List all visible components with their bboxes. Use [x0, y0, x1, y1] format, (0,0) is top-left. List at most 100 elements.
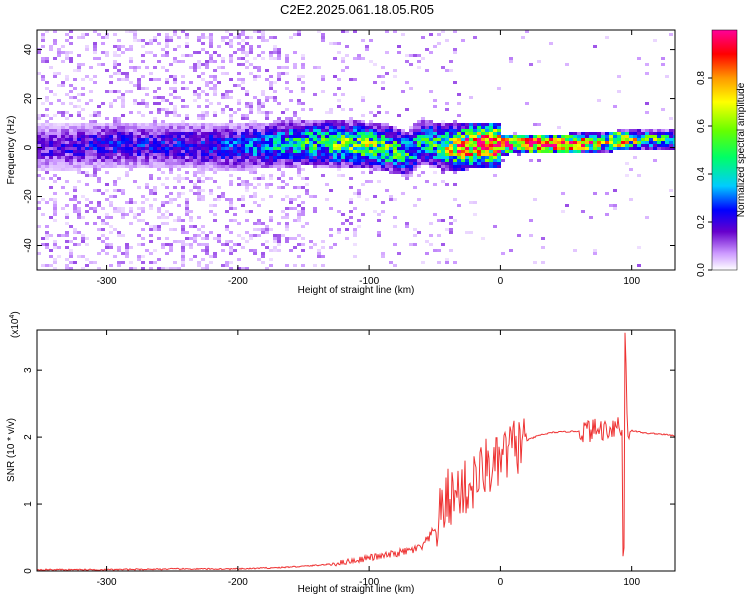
spectrogram-cell [117, 45, 121, 48]
spectrogram-cell [233, 123, 237, 126]
spectrogram-cell [61, 144, 65, 147]
spectrogram-cell [281, 159, 285, 162]
spectrogram-cell [221, 36, 225, 39]
spectrogram-cell [609, 141, 613, 144]
spectrogram-cell [201, 90, 205, 93]
spectrogram-cell [257, 234, 261, 237]
spectrogram-cell [129, 162, 133, 165]
spectrogram-cell [121, 105, 125, 108]
spectrogram-cell [401, 162, 405, 165]
spectrogram-cell [101, 36, 105, 39]
spectrogram-cell [333, 120, 337, 123]
spectrogram-cell [93, 126, 97, 129]
spectrogram-cell [149, 165, 153, 168]
spectrogram-cell [353, 159, 357, 162]
spectrogram-cell [53, 243, 57, 246]
spectrogram-cell [389, 135, 393, 138]
spectrogram-cell [261, 105, 265, 108]
spectrogram-cell [393, 141, 397, 144]
spectrogram-cell [133, 132, 137, 135]
spectrogram-cell [241, 57, 245, 60]
spectrogram-cell [629, 135, 633, 138]
spectrogram-cell [213, 180, 217, 183]
colorbar-gradient [711, 29, 738, 271]
spectrogram-cell [181, 129, 185, 132]
spectrogram-cell [417, 147, 421, 150]
spectrogram-cell [381, 201, 385, 204]
spectrogram-cell [89, 141, 93, 144]
spectrogram-cell [57, 84, 61, 87]
spectrogram-cell [221, 159, 225, 162]
spectrogram-cell [173, 156, 177, 159]
spectrogram-cell [445, 153, 449, 156]
spectrogram-cell [565, 147, 569, 150]
spectrogram-cell [117, 48, 121, 51]
spectrogram-cell [65, 222, 69, 225]
spectrogram-cell [65, 135, 69, 138]
spectrogram-cell [117, 249, 121, 252]
spectrogram-cell [253, 96, 257, 99]
spectrogram-cell [73, 150, 77, 153]
spectrogram-cell [377, 156, 381, 159]
spectrogram-cell [345, 120, 349, 123]
spectrogram-cell [389, 147, 393, 150]
spectrogram-cell [141, 210, 145, 213]
spectrogram-cell [445, 39, 449, 42]
spectrogram-cell [169, 201, 173, 204]
spectrogram-cell [541, 147, 545, 150]
spectrogram-cell [285, 147, 289, 150]
spectrogram-cell [101, 234, 105, 237]
spectrogram-cell [205, 138, 209, 141]
spectrogram-cell [449, 231, 453, 234]
spectrogram-cell [177, 204, 181, 207]
spectrogram-cell [149, 126, 153, 129]
spectrogram-cell [201, 150, 205, 153]
spectrogram-cell [289, 147, 293, 150]
spectrogram-cell [145, 93, 149, 96]
spectrogram-cell [465, 162, 469, 165]
spectrogram-cell [69, 255, 73, 258]
spectrogram-cell [69, 30, 73, 33]
spectrogram-cell [97, 141, 101, 144]
spectrogram-cell [245, 135, 249, 138]
spectrogram-cell [301, 57, 305, 60]
spectrogram-cell [297, 132, 301, 135]
spectrogram-cell [369, 123, 373, 126]
spectrogram-cell [297, 213, 301, 216]
spectrogram-cell [181, 228, 185, 231]
spectrogram-cell [41, 177, 45, 180]
spectrogram-cell [209, 123, 213, 126]
spectrogram-cell [137, 156, 141, 159]
spectrogram-cell [377, 111, 381, 114]
spectrogram-cell [129, 168, 133, 171]
spectrogram-cell [109, 126, 113, 129]
spectrogram-cell [101, 222, 105, 225]
spectrogram-cell [337, 141, 341, 144]
spectrogram-cell [517, 135, 521, 138]
spectrogram-cell [301, 54, 305, 57]
spectrogram-cell [605, 36, 609, 39]
spectrogram-cell [301, 225, 305, 228]
spectrogram-cell [373, 156, 377, 159]
spectrogram-cell [405, 225, 409, 228]
spectrogram-cell [153, 144, 157, 147]
spectrogram-cell [225, 105, 229, 108]
spectrogram-cell [141, 156, 145, 159]
spectrogram-cell [349, 201, 353, 204]
spectrogram-cell [441, 66, 445, 69]
spectrogram-cell [117, 207, 121, 210]
spectrogram-cell [189, 81, 193, 84]
spectrogram-cell [425, 120, 429, 123]
spectrogram-cell [441, 219, 445, 222]
spectrogram-cell [245, 144, 249, 147]
spectrogram-cell [245, 54, 249, 57]
spectrogram-cell [193, 135, 197, 138]
spectrogram-cell [541, 246, 545, 249]
spectrogram-cell [149, 141, 153, 144]
spectrogram-cell [45, 96, 49, 99]
spectrogram-cell [329, 234, 333, 237]
spectrogram-cell [413, 126, 417, 129]
spectrogram-cell [185, 210, 189, 213]
spectrogram-cell [161, 141, 165, 144]
spectrogram-cell [137, 243, 141, 246]
